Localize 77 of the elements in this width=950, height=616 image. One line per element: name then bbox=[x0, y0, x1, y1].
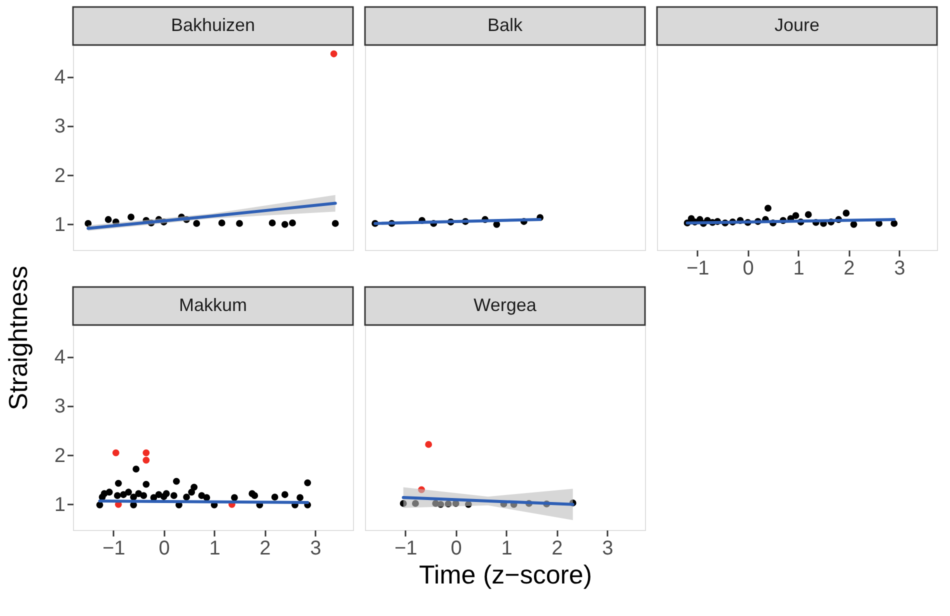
point bbox=[764, 204, 772, 212]
point bbox=[190, 484, 198, 491]
point bbox=[332, 220, 339, 227]
point bbox=[125, 488, 132, 496]
point bbox=[96, 501, 104, 508]
point bbox=[804, 211, 812, 218]
point bbox=[112, 449, 120, 456]
point bbox=[268, 220, 276, 226]
point bbox=[271, 494, 278, 501]
y-tick-label: 3 bbox=[54, 396, 66, 418]
point bbox=[203, 494, 210, 502]
point bbox=[890, 220, 898, 227]
point bbox=[84, 220, 92, 227]
x-tick-label: 1 bbox=[209, 538, 220, 560]
point bbox=[400, 500, 407, 507]
x-tick-label: 2 bbox=[844, 258, 855, 280]
point bbox=[142, 449, 150, 456]
point bbox=[464, 500, 472, 508]
point bbox=[444, 500, 452, 508]
point bbox=[418, 486, 425, 494]
y-tick-label: 4 bbox=[54, 66, 66, 88]
point bbox=[114, 492, 121, 500]
point bbox=[193, 220, 200, 227]
point bbox=[842, 210, 850, 217]
point bbox=[437, 500, 444, 508]
x-tick-label: 0 bbox=[158, 538, 170, 560]
point bbox=[792, 212, 800, 220]
point bbox=[114, 480, 122, 487]
point bbox=[218, 220, 226, 226]
x-tick-label: −1 bbox=[686, 258, 710, 280]
point bbox=[230, 494, 238, 502]
point bbox=[251, 492, 258, 500]
x-tick-label: −1 bbox=[394, 538, 418, 560]
point bbox=[142, 456, 150, 464]
point bbox=[128, 214, 134, 221]
y-tick-label: 4 bbox=[54, 346, 66, 368]
x-tick-label: 0 bbox=[742, 258, 754, 280]
point bbox=[170, 492, 178, 500]
point bbox=[850, 220, 858, 228]
point bbox=[183, 494, 190, 501]
y-tick-label: 2 bbox=[54, 444, 66, 467]
point bbox=[304, 479, 312, 486]
x-tick-label: 3 bbox=[602, 538, 614, 560]
point bbox=[288, 220, 296, 226]
x-tick-label: 3 bbox=[310, 538, 322, 560]
x-tick-label: 0 bbox=[450, 538, 462, 560]
x-axis-title: Time (z−score) bbox=[418, 560, 592, 590]
chart-title: Bakhuizen bbox=[170, 15, 256, 35]
chart-title: Joure bbox=[774, 15, 820, 35]
point bbox=[162, 490, 170, 498]
point bbox=[330, 50, 338, 58]
y-tick-label: 3 bbox=[54, 116, 66, 138]
x-tick-label: 1 bbox=[793, 258, 804, 280]
point bbox=[281, 491, 288, 498]
point bbox=[140, 492, 148, 500]
point bbox=[236, 220, 243, 227]
chart-title: Wergea bbox=[474, 295, 538, 315]
x-tick-label: 2 bbox=[552, 538, 563, 560]
chart-title: Balk bbox=[487, 15, 524, 35]
y-tick-label: 2 bbox=[54, 164, 66, 187]
point bbox=[425, 441, 432, 448]
point bbox=[132, 466, 140, 472]
point bbox=[172, 478, 180, 485]
point bbox=[142, 480, 150, 488]
x-tick-label: 2 bbox=[260, 538, 271, 560]
y-axis-title: Straightness bbox=[3, 266, 33, 410]
point bbox=[412, 500, 419, 507]
point bbox=[106, 488, 113, 496]
y-tick-label: 1 bbox=[54, 494, 66, 516]
chart-title: Makkum bbox=[178, 295, 248, 315]
point bbox=[296, 494, 304, 502]
y-tick-label: 1 bbox=[54, 214, 66, 236]
point bbox=[281, 220, 288, 228]
x-tick-label: −1 bbox=[102, 538, 126, 560]
x-tick-label: 3 bbox=[894, 258, 906, 280]
point bbox=[104, 216, 112, 223]
x-tick-label: 1 bbox=[501, 538, 512, 560]
